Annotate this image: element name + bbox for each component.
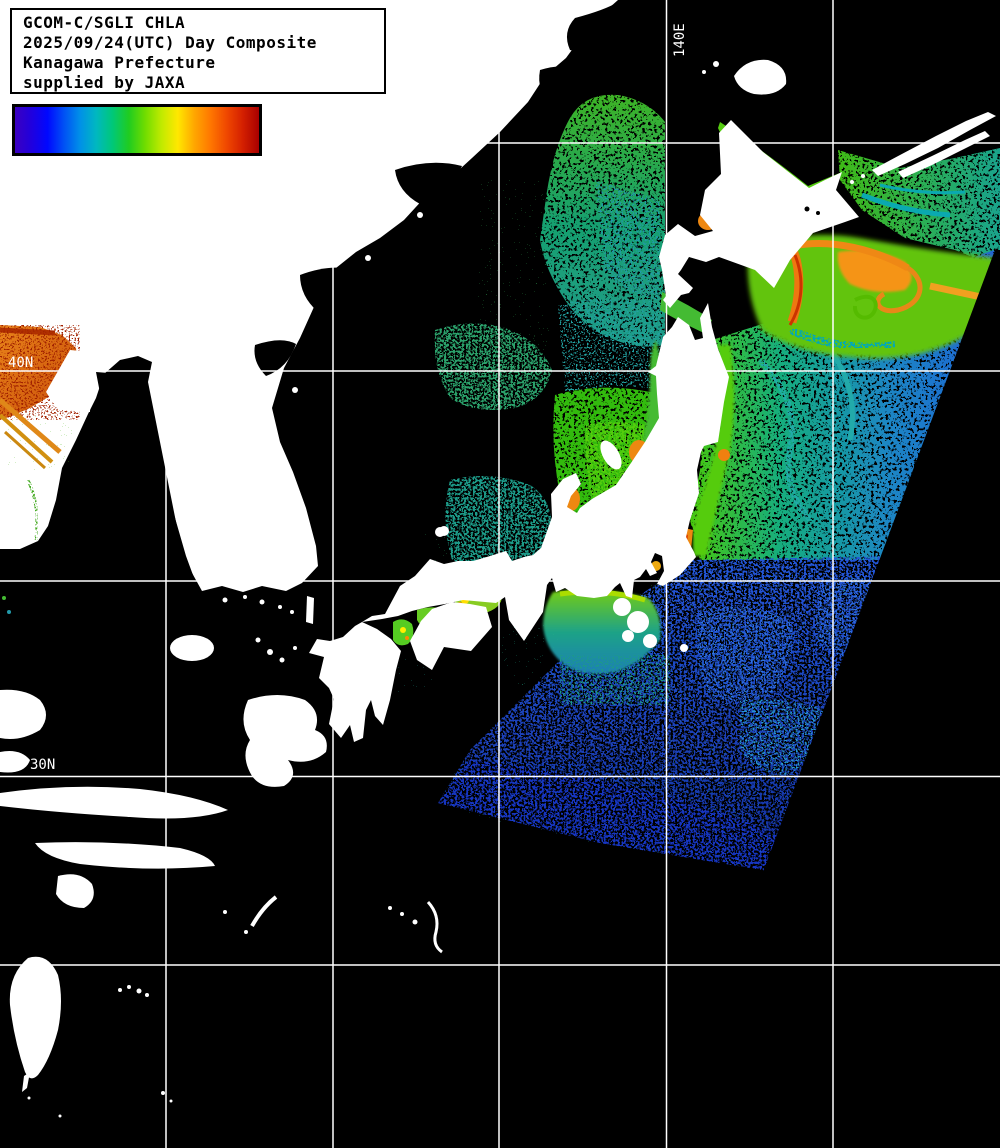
landmass-jeju <box>170 635 214 661</box>
no-data-black-bites <box>96 2 618 586</box>
title-region-line: Kanagawa Prefecture <box>23 53 216 72</box>
landmass-kyushu <box>309 622 401 742</box>
landmass-layer <box>9 112 996 1118</box>
landmass-shikoku <box>410 602 492 670</box>
okhotsk-east-patch <box>838 148 1000 268</box>
title-credit-line: supplied by JAXA <box>23 73 186 92</box>
landmass-kuril <box>872 112 996 176</box>
title-date-line: 2025/09/24(UTC) Day Composite <box>23 33 317 52</box>
lat-label-30n: 30N <box>30 757 55 773</box>
colorbar-gradient <box>15 107 259 153</box>
title-box: GCOM-C/SGLI CHLA 2025/09/24(UTC) Day Com… <box>10 8 386 94</box>
cloud-layer <box>0 59 787 954</box>
swath-bottom-edge-mask <box>430 806 1000 1148</box>
tokai-plume <box>543 589 661 674</box>
soj-west-patch <box>434 323 552 411</box>
landmass-hokkaido <box>659 120 859 308</box>
chlorophyll-data-layer <box>0 94 1000 1148</box>
title-product-line: GCOM-C/SGLI CHLA <box>23 13 186 32</box>
landmass-tsushima <box>306 596 314 624</box>
swath-right-edge-mask <box>760 250 1000 880</box>
landmass-taiwan <box>9 956 61 1079</box>
landmass-sado <box>600 440 622 470</box>
colorbar-legend <box>12 104 262 156</box>
lon-label-140e: 140E <box>672 23 688 57</box>
lat-label-40n: 40N <box>8 355 33 371</box>
landmass-honshu <box>362 303 729 641</box>
